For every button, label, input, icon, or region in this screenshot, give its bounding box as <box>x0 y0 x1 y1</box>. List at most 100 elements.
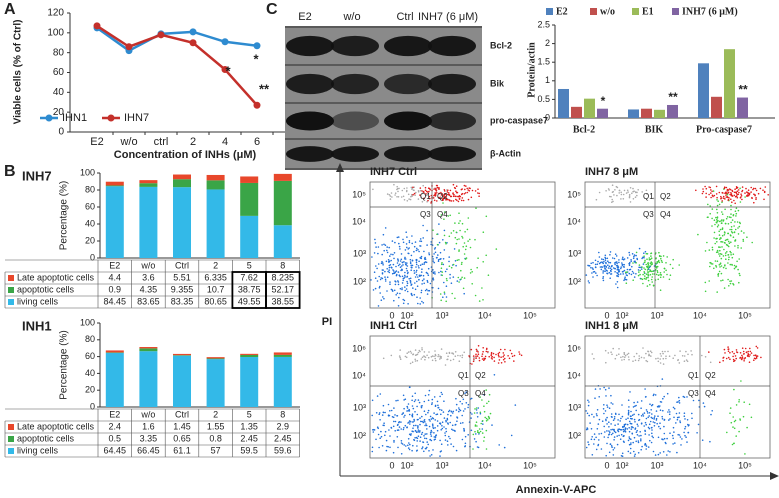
event-dot <box>487 400 490 403</box>
event-dot <box>410 352 413 354</box>
event-dot <box>465 185 467 187</box>
data-point <box>125 43 133 51</box>
event-dot <box>498 355 500 358</box>
table-cell: 64.45 <box>104 445 127 455</box>
event-dot <box>640 422 643 425</box>
event-dot <box>618 348 620 350</box>
event-dot <box>730 221 732 224</box>
event-dot <box>728 197 730 199</box>
table-header: w/o <box>140 260 155 270</box>
event-dot <box>659 427 662 430</box>
event-dot <box>601 258 603 260</box>
event-dot <box>725 191 727 194</box>
event-dot <box>611 184 614 186</box>
event-dot <box>662 255 665 257</box>
event-dot <box>419 440 421 442</box>
event-dot <box>474 424 477 426</box>
event-dot <box>417 435 420 438</box>
event-dot <box>443 234 446 237</box>
event-dot <box>711 190 713 193</box>
event-dot <box>390 409 393 412</box>
event-dot <box>595 198 598 201</box>
event-dot <box>398 242 400 245</box>
event-dot <box>721 211 723 213</box>
event-dot <box>386 249 388 252</box>
event-dot <box>635 404 637 407</box>
event-dot <box>413 272 416 274</box>
x-tick-label: Pro-caspase7 <box>696 124 752 135</box>
event-dot <box>731 201 733 203</box>
table-cell: 66.45 <box>137 445 160 455</box>
event-dot <box>475 407 478 409</box>
event-dot <box>400 265 403 267</box>
event-dot <box>613 447 616 449</box>
event-dot <box>714 223 716 226</box>
event-dot <box>653 425 656 427</box>
event-dot <box>665 355 667 358</box>
event-dot <box>707 203 709 206</box>
event-dot <box>586 428 589 430</box>
event-dot <box>409 362 412 365</box>
event-dot <box>426 446 428 449</box>
event-dot <box>592 276 594 278</box>
event-dot <box>424 437 426 440</box>
event-dot <box>649 350 652 353</box>
event-dot <box>607 436 609 439</box>
event-dot <box>441 425 443 427</box>
event-dot <box>609 261 612 264</box>
event-dot <box>648 434 650 436</box>
event-dot <box>391 416 394 418</box>
event-dot <box>391 290 394 292</box>
event-dot <box>461 414 464 417</box>
event-dot <box>633 418 636 421</box>
event-dot <box>421 348 423 351</box>
event-dot <box>404 258 406 260</box>
event-dot <box>751 196 753 199</box>
event-dot <box>640 439 642 442</box>
event-dot <box>399 358 402 361</box>
y-tick-label: 100 <box>80 167 95 177</box>
event-dot <box>714 242 716 245</box>
event-dot <box>625 282 628 285</box>
event-dot <box>413 186 415 188</box>
data-point <box>189 28 197 36</box>
event-dot <box>679 420 681 422</box>
event-dot <box>430 454 433 456</box>
event-dot <box>730 226 733 228</box>
event-dot <box>377 305 380 307</box>
event-dot <box>646 269 649 271</box>
event-dot <box>658 251 660 254</box>
event-dot <box>458 408 461 411</box>
event-dot <box>592 268 594 271</box>
event-dot <box>745 195 748 197</box>
event-dot <box>588 414 590 417</box>
event-dot <box>725 217 728 220</box>
event-dot <box>697 423 700 426</box>
event-dot <box>721 228 724 230</box>
legend-label: apoptotic cells <box>17 284 75 294</box>
event-dot <box>423 435 425 437</box>
event-dot <box>471 363 473 365</box>
event-dot <box>476 416 479 418</box>
event-dot <box>757 192 760 195</box>
bar-segment <box>206 359 225 407</box>
event-dot <box>406 405 409 408</box>
event-dot <box>631 418 633 420</box>
quadrant-label: Q2 <box>705 371 716 380</box>
event-dot <box>420 358 423 360</box>
event-dot <box>676 401 678 404</box>
event-dot <box>485 215 488 218</box>
event-dot <box>649 270 651 273</box>
event-dot <box>416 359 419 362</box>
event-dot <box>633 255 635 258</box>
event-dot <box>407 271 409 274</box>
event-dot <box>459 409 462 412</box>
event-dot <box>739 197 742 199</box>
event-dot <box>729 280 731 283</box>
event-dot <box>421 431 424 434</box>
table-cell: 83.35 <box>171 296 194 306</box>
event-dot <box>482 231 485 233</box>
event-dot <box>423 250 425 253</box>
event-dot <box>651 276 653 278</box>
event-dot <box>687 423 689 426</box>
